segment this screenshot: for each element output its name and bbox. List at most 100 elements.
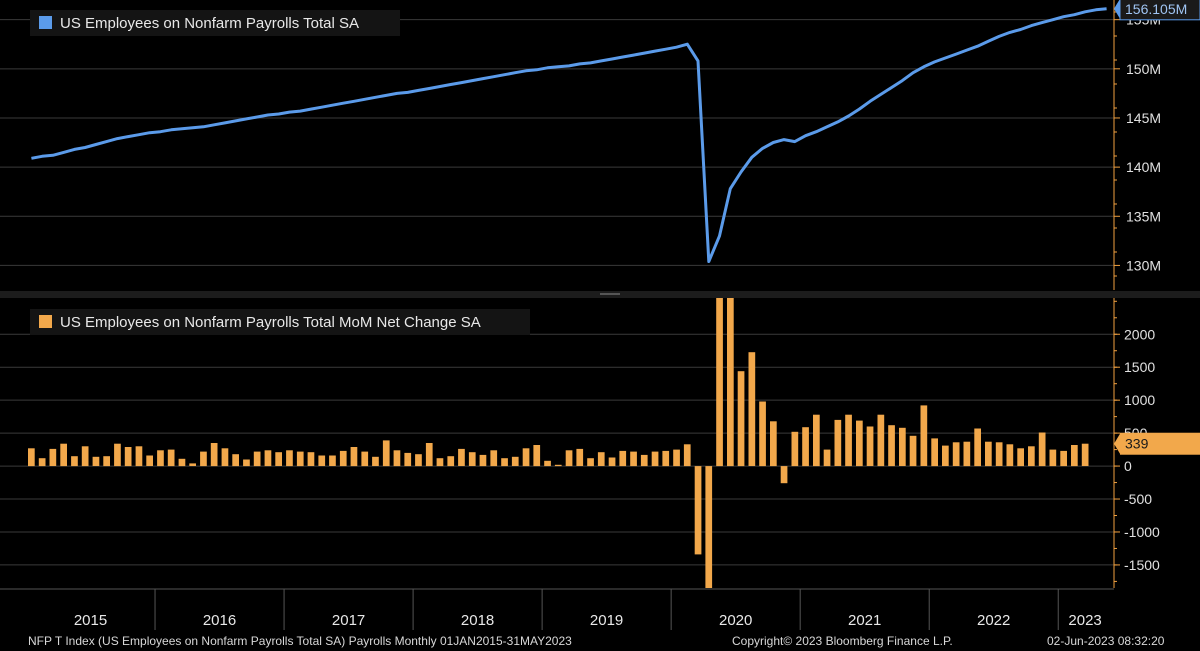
net-change-bar bbox=[920, 405, 928, 466]
net-change-panel: -1500-1000-5000500100015002000339US Empl… bbox=[0, 298, 1200, 588]
legend-label-employees: US Employees on Nonfarm Payrolls Total S… bbox=[60, 15, 359, 32]
x-tick-label-year: 2018 bbox=[461, 612, 494, 629]
net-change-bar bbox=[221, 448, 229, 467]
last-value-pointer-net-change bbox=[1114, 433, 1120, 454]
net-change-bar bbox=[877, 414, 885, 467]
net-change-bar bbox=[361, 451, 369, 467]
net-change-bar bbox=[157, 450, 164, 467]
net-change-bar bbox=[243, 459, 250, 467]
y-tick-label-net-change: 0 bbox=[1124, 458, 1132, 474]
net-change-bar bbox=[716, 298, 723, 467]
net-change-bar bbox=[479, 454, 487, 467]
net-change-bar bbox=[146, 455, 153, 466]
last-value-box-employees bbox=[1119, 0, 1200, 21]
net-change-bar bbox=[404, 452, 412, 467]
net-change-bar bbox=[189, 463, 196, 466]
net-change-bar bbox=[834, 419, 842, 466]
legend-swatch-employees bbox=[39, 16, 52, 29]
net-change-bar bbox=[200, 451, 207, 467]
net-change-bar bbox=[393, 450, 401, 467]
net-change-bar bbox=[683, 444, 691, 467]
last-value-label-net-change: 339 bbox=[1125, 436, 1149, 452]
net-change-bar bbox=[436, 458, 444, 467]
net-change-bar bbox=[813, 414, 820, 467]
net-change-bar bbox=[318, 455, 326, 466]
net-change-bar bbox=[71, 456, 78, 467]
legend-label-net-change: US Employees on Nonfarm Payrolls Total M… bbox=[60, 314, 481, 331]
employees-series-line bbox=[31, 7, 1107, 263]
net-change-bar bbox=[458, 448, 465, 466]
net-change-bar bbox=[630, 451, 637, 467]
net-change-bar bbox=[748, 352, 756, 466]
y-tick-label-net-change: -1500 bbox=[1124, 557, 1160, 573]
net-change-bar bbox=[468, 452, 476, 466]
net-change-bar bbox=[995, 442, 1003, 466]
net-change-bar bbox=[60, 443, 67, 467]
net-change-bar bbox=[103, 456, 110, 467]
net-change-bar bbox=[759, 401, 766, 467]
net-change-bar bbox=[727, 298, 734, 467]
y-tick-label-net-change: 1500 bbox=[1124, 359, 1155, 375]
net-change-bar bbox=[210, 443, 218, 467]
y-tick-label-employees: 150M bbox=[1126, 61, 1161, 77]
net-change-bar bbox=[511, 456, 519, 466]
net-change-bar bbox=[866, 426, 874, 466]
net-change-bar bbox=[1071, 445, 1078, 467]
net-change-bar bbox=[909, 435, 917, 467]
legend-swatch-net-change bbox=[39, 315, 52, 328]
net-change-bar bbox=[802, 427, 809, 467]
net-change-bar bbox=[307, 452, 315, 466]
net-change-bar bbox=[286, 450, 293, 467]
y-tick-label-net-change: -1000 bbox=[1124, 524, 1160, 540]
net-change-bar bbox=[770, 421, 777, 467]
net-change-bar bbox=[1028, 446, 1035, 467]
x-tick-label-year: 2023 bbox=[1068, 612, 1101, 629]
net-change-bar bbox=[1049, 449, 1057, 467]
net-change-bar bbox=[554, 464, 562, 467]
net-change-bar bbox=[823, 449, 831, 467]
net-change-bar bbox=[942, 445, 949, 466]
net-change-bar bbox=[705, 466, 713, 588]
net-change-bar bbox=[952, 442, 960, 466]
net-change-bar bbox=[1017, 448, 1024, 467]
legend-box-employees bbox=[30, 10, 400, 36]
net-change-bar bbox=[339, 450, 347, 467]
net-change-bar bbox=[329, 455, 336, 466]
last-value-pointer-employees bbox=[1114, 0, 1120, 19]
net-change-bar bbox=[651, 451, 659, 467]
net-change-bar bbox=[135, 446, 143, 467]
net-change-bar bbox=[264, 450, 272, 467]
net-change-bar bbox=[899, 427, 906, 466]
net-change-bar bbox=[490, 450, 498, 467]
y-tick-label-employees: 140M bbox=[1126, 159, 1161, 175]
net-change-bar bbox=[1006, 444, 1014, 467]
net-change-bar bbox=[1081, 443, 1089, 466]
net-change-bar bbox=[963, 441, 971, 467]
net-change-bar bbox=[544, 460, 551, 467]
x-tick-label-year: 2019 bbox=[590, 612, 623, 629]
net-change-bar bbox=[275, 452, 282, 466]
net-change-bar bbox=[522, 448, 530, 467]
net-change-bar bbox=[640, 454, 648, 467]
net-change-bar bbox=[533, 445, 541, 467]
footer-copyright: Copyright© 2023 Bloomberg Finance L.P. bbox=[732, 634, 953, 648]
net-change-bar bbox=[845, 414, 852, 467]
footer-bar: NFP T Index (US Employees on Nonfarm Pay… bbox=[0, 632, 1200, 651]
net-change-bar bbox=[587, 458, 594, 467]
y-tick-label-employees: 145M bbox=[1126, 110, 1161, 126]
net-change-bar bbox=[780, 466, 788, 484]
net-change-bar bbox=[425, 443, 433, 467]
x-tick-label-year: 2022 bbox=[977, 612, 1010, 629]
y-tick-label-employees: 135M bbox=[1126, 208, 1161, 224]
y-tick-label-employees: 130M bbox=[1126, 257, 1161, 273]
net-change-bar bbox=[167, 449, 175, 467]
net-change-bar bbox=[888, 425, 895, 467]
net-change-bar bbox=[124, 447, 132, 467]
net-change-bar bbox=[673, 449, 680, 467]
x-axis-band bbox=[0, 589, 1200, 632]
net-change-bar bbox=[296, 451, 304, 467]
net-change-bar bbox=[565, 450, 573, 467]
net-change-bar bbox=[114, 443, 121, 467]
